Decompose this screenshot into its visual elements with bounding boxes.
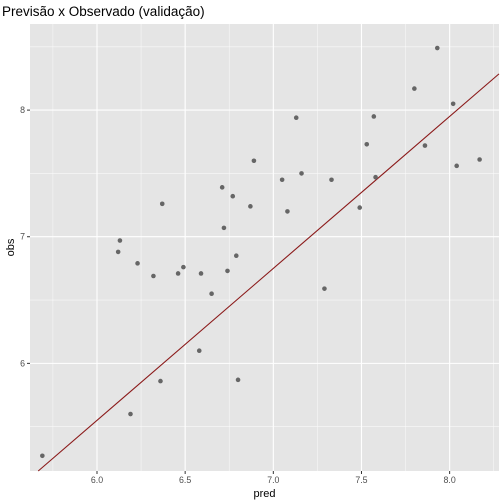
data-point: [285, 209, 290, 214]
data-point: [196, 348, 202, 354]
data-point: [251, 158, 257, 164]
data-point: [158, 378, 163, 384]
data-point: [151, 273, 156, 279]
data-point: [219, 185, 225, 190]
data-point: [159, 201, 165, 207]
data-point: [293, 115, 299, 121]
data-point: [412, 86, 417, 91]
grid-major-lines: [30, 24, 499, 471]
x-tick-label: 7.0: [267, 475, 279, 485]
fit-line-group: [37, 73, 500, 472]
data-point: [322, 286, 327, 291]
data-point: [235, 377, 241, 383]
data-point: [422, 143, 428, 148]
x-tick-label: 6.0: [91, 475, 103, 485]
data-point: [115, 249, 121, 255]
data-point: [248, 204, 253, 209]
reference-line: [37, 73, 500, 472]
data-point: [279, 177, 285, 183]
data-point: [135, 261, 140, 266]
data-point: [373, 174, 378, 180]
data-point: [434, 45, 440, 51]
data-point: [364, 141, 370, 147]
y-axis-title: obs: [5, 238, 17, 256]
data-point: [128, 411, 133, 417]
chart-title: Previsão x Observado (validação): [2, 4, 205, 19]
data-point: [175, 271, 181, 276]
data-point: [371, 114, 377, 119]
x-axis: 6.0 6.5 7.0 7.5 8.0: [91, 471, 456, 485]
data-point: [233, 253, 239, 259]
data-point: [450, 101, 456, 107]
data-point: [225, 268, 230, 274]
y-tick-label: 8: [20, 105, 25, 115]
x-tick-label: 8.0: [444, 475, 456, 485]
x-tick-label: 7.5: [355, 475, 367, 485]
data-point: [230, 193, 236, 199]
data-point: [221, 225, 227, 231]
plot-panel: [30, 24, 499, 471]
data-point: [299, 171, 304, 176]
data-points: [40, 45, 482, 459]
data-point: [454, 163, 459, 169]
data-point: [117, 238, 123, 243]
data-point: [477, 157, 482, 162]
data-point: [357, 205, 363, 210]
y-axis: 6 7 8: [20, 105, 30, 368]
data-point: [329, 177, 334, 183]
y-tick-label: 6: [20, 358, 25, 368]
grid-minor-lines: [30, 24, 499, 471]
x-axis-title: pred: [253, 488, 275, 500]
data-point: [198, 271, 204, 276]
data-point: [40, 453, 45, 459]
x-tick-label: 6.5: [179, 475, 191, 485]
data-point: [209, 291, 214, 297]
y-tick-label: 7: [20, 232, 25, 242]
data-point: [181, 264, 186, 270]
